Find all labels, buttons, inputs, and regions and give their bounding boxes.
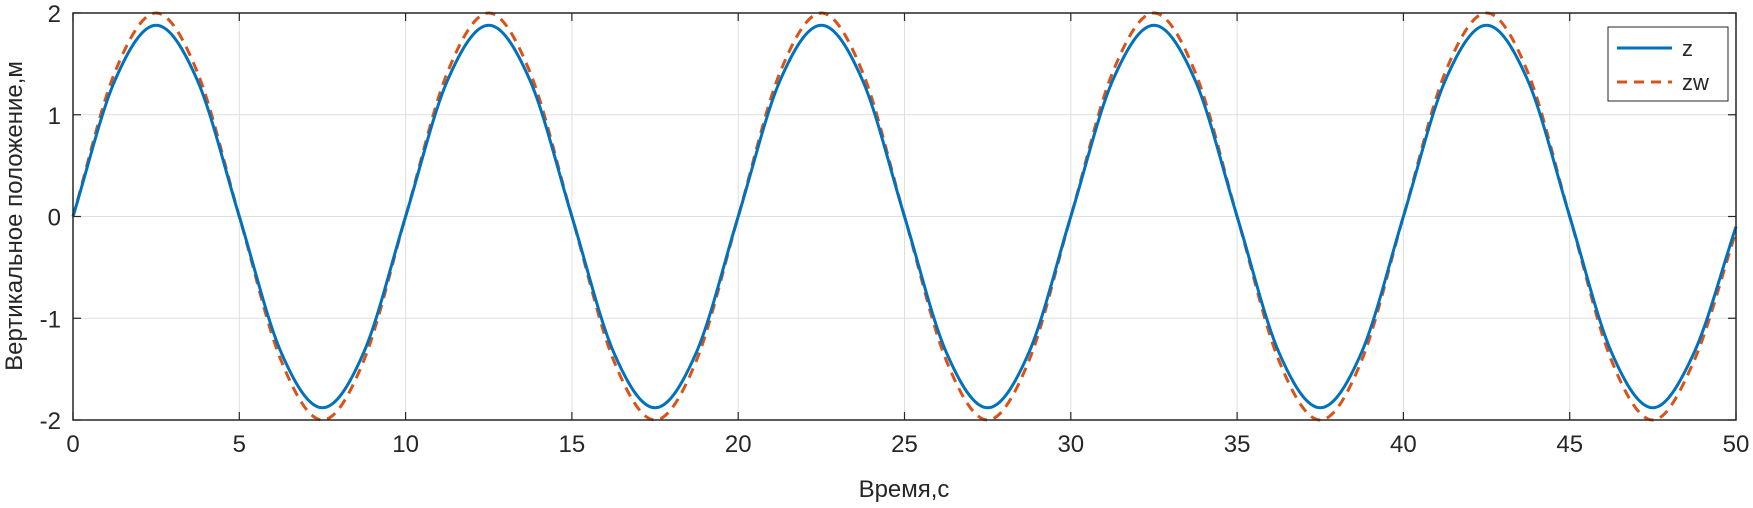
x-tick-label: 10	[392, 431, 419, 458]
x-tick-label: 15	[559, 431, 586, 458]
y-tick-label: -2	[40, 408, 61, 435]
legend-box	[1607, 26, 1729, 102]
x-tick-label: 45	[1556, 431, 1583, 458]
x-tick-label: 0	[66, 431, 79, 458]
x-tick-label: 20	[725, 431, 752, 458]
legend-label-z: z	[1682, 36, 1693, 61]
x-tick-label: 30	[1057, 431, 1084, 458]
legend: z zw	[1607, 26, 1729, 102]
x-tick-label: 5	[233, 431, 246, 458]
series-line-z	[71, 23, 1738, 410]
y-tick-label: 0	[48, 205, 61, 232]
y-tick-label: 2	[48, 1, 61, 28]
series-layer	[71, 11, 1738, 422]
legend-label-zw: zw	[1682, 70, 1709, 95]
y-tick-label: 1	[48, 103, 61, 130]
ticks	[72, 12, 1737, 421]
x-tick-label: 35	[1224, 431, 1251, 458]
x-axis-label: Время,с	[859, 476, 950, 503]
y-axis-label: Вертикальное положение,м	[1, 61, 28, 371]
x-tick-label: 50	[1723, 431, 1750, 458]
tick-labels: 0 5 10 15 20 25 30 35 40 45 50 -2 -1 0 1 2	[40, 1, 1750, 458]
x-tick-label: 40	[1390, 431, 1417, 458]
x-tick-label: 25	[891, 431, 918, 458]
y-tick-label: -1	[40, 306, 61, 333]
